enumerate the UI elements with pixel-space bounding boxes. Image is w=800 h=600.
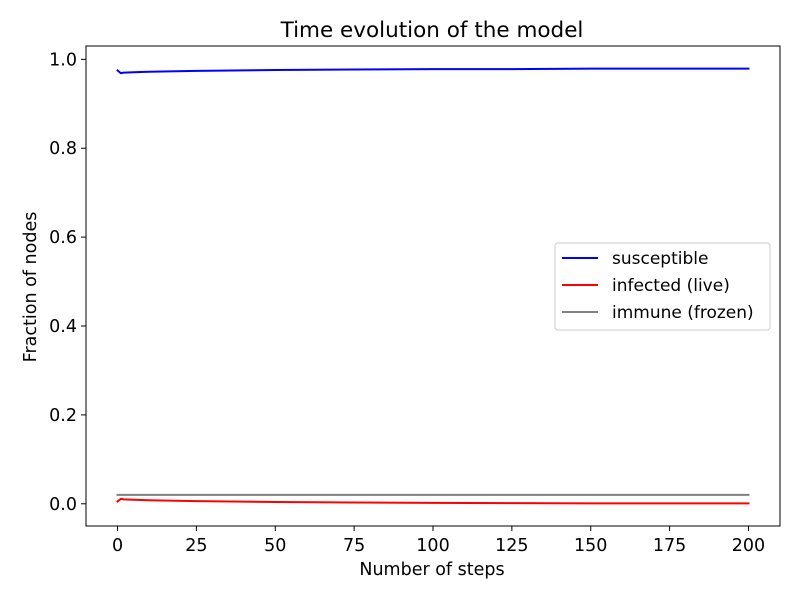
y-tick-label: 1.0 <box>49 50 77 70</box>
y-tick-label: 0.2 <box>49 406 77 426</box>
x-tick-label: 50 <box>264 536 286 556</box>
series-line-0 <box>116 67 750 75</box>
x-axis-label: Number of steps <box>359 560 504 580</box>
x-tick-label: 25 <box>185 536 207 556</box>
y-tick-label: 0.6 <box>49 228 77 248</box>
x-tick-label: 125 <box>495 536 528 556</box>
x-tick-label: 175 <box>653 536 686 556</box>
y-tick-label: 0.4 <box>49 317 77 337</box>
legend-label-0: susceptible <box>612 249 708 269</box>
legend-label-2: immune (frozen) <box>612 303 754 323</box>
legend: susceptible infected (live) immune (frozen… <box>554 242 771 331</box>
x-tick-label: 200 <box>732 536 765 556</box>
x-tick-label: 100 <box>416 536 449 556</box>
x-tick-label: 75 <box>343 536 365 556</box>
y-axis-label: Fraction of nodes <box>21 212 41 363</box>
x-tick-label: 150 <box>574 536 607 556</box>
y-tick-label: 0.0 <box>49 495 77 515</box>
legend-box <box>554 242 771 331</box>
plot-area: 0 25 50 75 100 125 150 175 200 0.0 0.2 0.4 0.6 0.8 1.0 <box>49 45 781 556</box>
x-tick-label: 0 <box>112 536 123 556</box>
y-tick-label: 0.8 <box>49 139 77 159</box>
legend-label-1: infected (live) <box>612 276 730 296</box>
chart-title: Time evolution of the model <box>280 18 584 43</box>
series-line-1 <box>116 497 750 505</box>
